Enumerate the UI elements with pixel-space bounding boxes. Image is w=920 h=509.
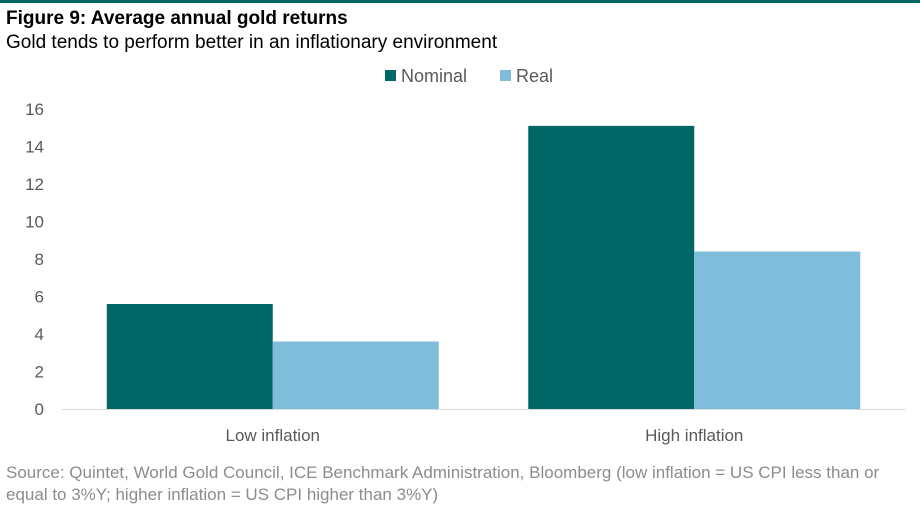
legend-label-nominal: Nominal: [401, 66, 467, 86]
y-tick-label: 12: [25, 175, 44, 194]
figure-title: Figure 9: Average annual gold returns: [6, 8, 348, 29]
x-axis: Low inflation High inflation: [225, 426, 743, 445]
bars: [106, 125, 861, 409]
y-tick-label: 8: [35, 250, 44, 269]
legend-swatch-real: [500, 70, 511, 81]
y-tick-label: 0: [35, 400, 44, 419]
y-axis: 0 2 4 6 8 10 12 14 16: [25, 100, 44, 419]
figure-subtitle: Gold tends to perform better in an infla…: [6, 32, 498, 53]
x-category-label: Low inflation: [225, 426, 320, 445]
bar-nominal-1: [106, 304, 273, 409]
x-category-label: High inflation: [645, 426, 743, 445]
source-note: Source: Quintet, World Gold Council, ICE…: [6, 463, 880, 504]
legend-swatch-nominal: [385, 70, 396, 81]
y-tick-label: 6: [35, 288, 44, 307]
y-tick-label: 2: [35, 363, 44, 382]
legend-label-real: Real: [516, 66, 553, 86]
y-tick-label: 16: [25, 100, 44, 119]
bar-chart: Nominal Real 0 2 4 6 8 10 12 14 16 Low inflation H…: [25, 66, 905, 445]
chart-legend: Nominal Real: [385, 66, 553, 86]
top-accent-rule: [0, 0, 920, 3]
y-tick-label: 4: [35, 325, 44, 344]
y-tick-label: 14: [25, 138, 44, 157]
bar-real-2: [694, 251, 861, 409]
bar-nominal-2: [528, 125, 695, 409]
bar-real-1: [272, 341, 439, 409]
y-tick-label: 10: [25, 213, 44, 232]
